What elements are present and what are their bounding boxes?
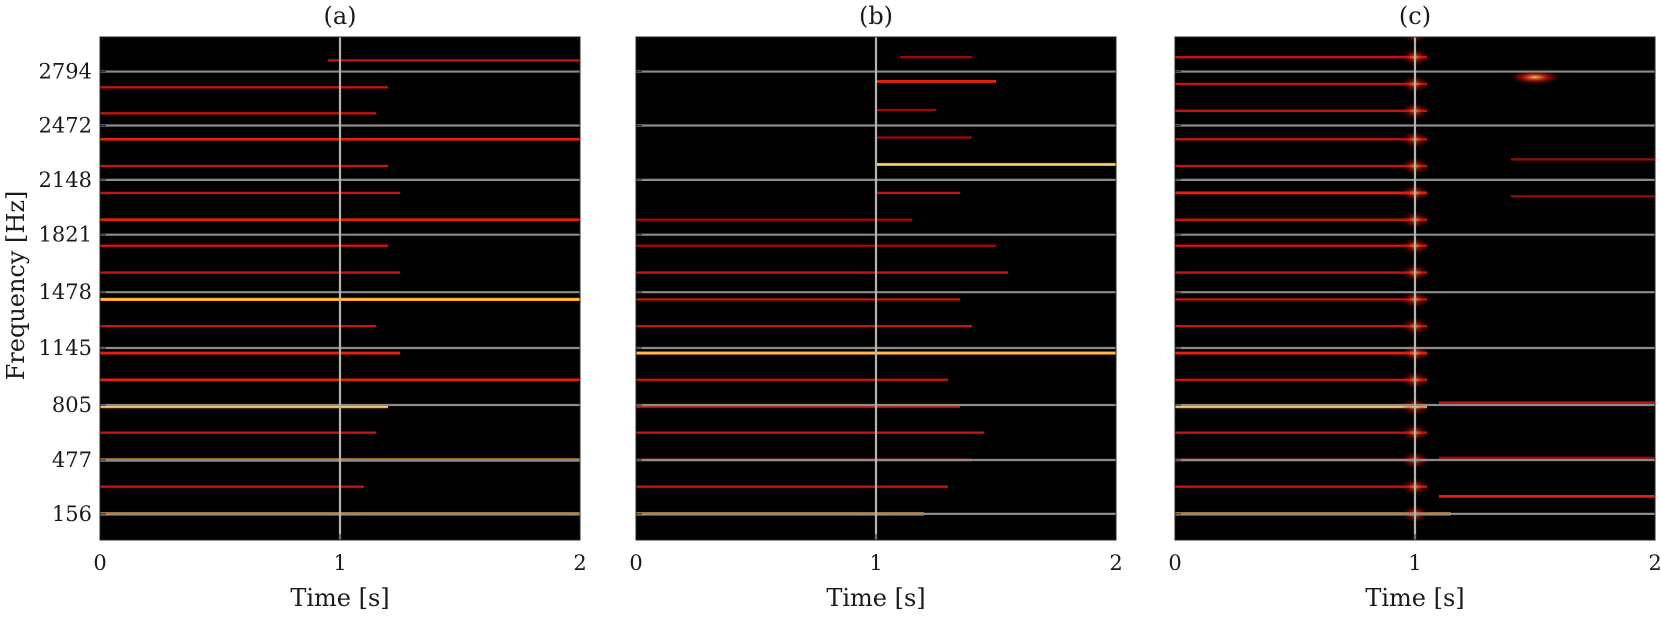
x-tick-label: 0: [93, 551, 106, 575]
energy-blob: [1509, 70, 1561, 85]
y-axis-label: Frequency [Hz]: [2, 191, 30, 381]
y-tick-label: 1145: [39, 336, 92, 360]
x-axis-label: Time [s]: [826, 584, 925, 612]
panel-3: 0 1 2 Time [s] (c): [1168, 2, 1661, 612]
x-tick-label: 0: [1168, 551, 1181, 575]
y-tick-label: 477: [52, 448, 92, 472]
x-tick-label: 1: [869, 551, 882, 575]
y-tick-label: 2794: [39, 60, 92, 84]
y-tick-label: 1821: [39, 223, 92, 247]
y-tick-label: 156: [52, 502, 92, 526]
x-tick-label: 1: [333, 551, 346, 575]
x-axis-label: Time [s]: [1365, 584, 1464, 612]
x-tick-label: 2: [573, 551, 586, 575]
y-tick-label: 1478: [39, 280, 92, 304]
panel-title: (b): [859, 2, 893, 30]
panel-title: (c): [1399, 2, 1431, 30]
panel-2: 0 1 2 Time [s] (b): [629, 2, 1122, 612]
y-tick-label: 2472: [39, 114, 92, 138]
x-tick-label: 2: [1648, 551, 1661, 575]
y-tick-label: 805: [52, 393, 92, 417]
panel-1: 156 477 805 1145 1478 1821 2148 2472 2794 Frequen…: [2, 2, 587, 612]
panel-title: (a): [323, 2, 356, 30]
x-tick-label: 2: [1109, 551, 1122, 575]
x-tick-label: 0: [629, 551, 642, 575]
energy-blob: [1527, 37, 1543, 38]
x-axis-label: Time [s]: [290, 584, 389, 612]
x-tick-label: 1: [1408, 551, 1421, 575]
y-tick-label: 2148: [39, 168, 92, 192]
